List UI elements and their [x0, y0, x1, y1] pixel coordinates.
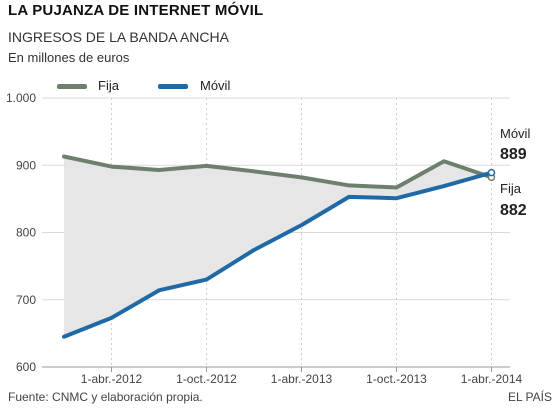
- series-line-movil: [62, 170, 494, 339]
- end-label-name-fija: Fija: [500, 181, 522, 196]
- x-tick-label: 1-oct.-2013: [366, 372, 427, 386]
- y-tick-label: 900: [16, 158, 36, 172]
- series-line-fija: [62, 154, 494, 190]
- end-label-value-fija: 882: [500, 202, 527, 219]
- legend-label-movil: Móvil: [200, 78, 231, 93]
- chart-subtitle: INGRESOS DE LA BANDA ANCHA: [8, 29, 229, 45]
- unit-label: En millones de euros: [8, 50, 130, 65]
- x-tick-label: 1-abr.-2014: [461, 372, 523, 386]
- end-point-movil: [487, 168, 496, 177]
- y-tick-label: 800: [16, 226, 36, 240]
- y-tick-label: 700: [16, 293, 36, 307]
- x-tick-label: 1-abr.-2013: [271, 372, 333, 386]
- legend-swatch-movil: [158, 84, 188, 89]
- legend-swatch-fija: [57, 84, 87, 89]
- x-tick-label: 1-abr.-2012: [81, 372, 143, 386]
- legend-label-fija: Fija: [98, 78, 119, 93]
- x-tick-label: 1-oct.-2012: [176, 372, 237, 386]
- y-tick-label: 600: [16, 360, 36, 374]
- end-label-value-movil: 889: [500, 146, 527, 163]
- source-note: Fuente: CNMC y elaboración propia.: [8, 390, 203, 404]
- chart-title: LA PUJANZA DE INTERNET MÓVIL: [8, 2, 264, 19]
- end-label-name-movil: Móvil: [500, 126, 530, 141]
- brand-label: EL PAÍS: [507, 390, 552, 404]
- area-between-series: [64, 156, 492, 337]
- y-tick-label: 1.000: [6, 91, 36, 105]
